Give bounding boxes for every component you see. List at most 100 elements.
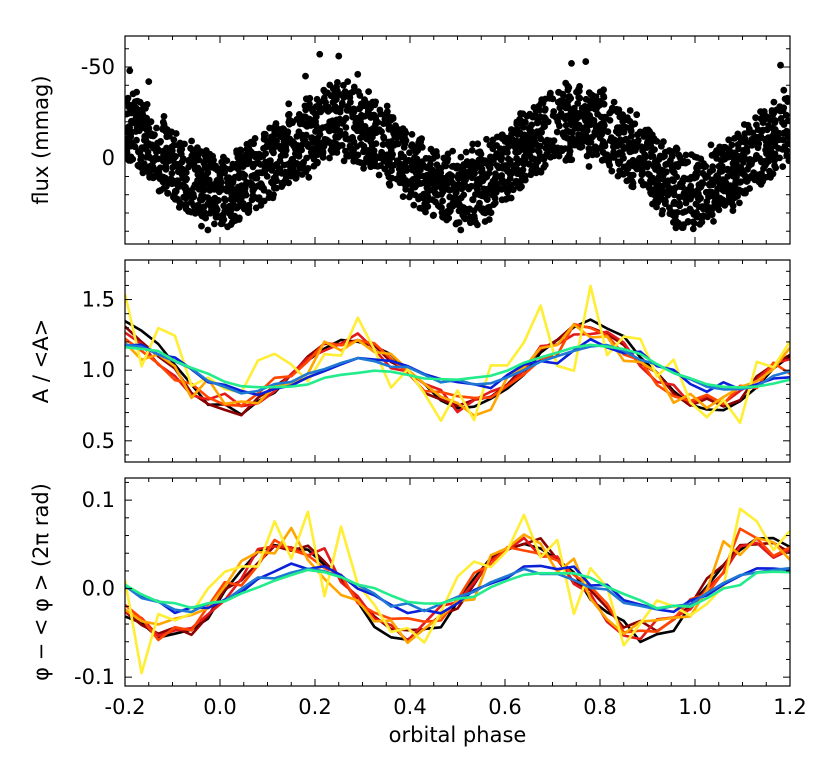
flux-point bbox=[660, 189, 667, 197]
flux-point bbox=[430, 211, 437, 219]
flux-point bbox=[283, 135, 291, 142]
flux-point bbox=[462, 148, 470, 156]
flux-point bbox=[696, 220, 704, 228]
flux-point bbox=[677, 180, 684, 188]
flux-point bbox=[448, 163, 456, 170]
flux-point bbox=[439, 197, 446, 205]
flux-point bbox=[725, 185, 733, 193]
flux-point bbox=[639, 181, 647, 189]
flux-point bbox=[512, 179, 520, 187]
flux-point bbox=[710, 218, 717, 225]
flux-point bbox=[634, 138, 641, 146]
flux-point bbox=[534, 131, 541, 139]
flux-point bbox=[507, 194, 515, 202]
flux-point bbox=[229, 163, 237, 171]
flux-point bbox=[249, 186, 257, 194]
flux-point bbox=[429, 186, 436, 194]
flux-point bbox=[666, 204, 673, 212]
flux-point bbox=[271, 162, 278, 170]
flux-point bbox=[467, 213, 474, 221]
flux-point bbox=[170, 142, 178, 149]
flux-point bbox=[486, 208, 494, 216]
flux-point bbox=[521, 137, 528, 145]
flux-point bbox=[302, 95, 310, 103]
flux-point bbox=[573, 124, 581, 132]
flux-point bbox=[332, 133, 339, 141]
flux-point bbox=[645, 183, 653, 191]
flux-point bbox=[199, 182, 207, 190]
x-tick-label: 0.0 bbox=[203, 695, 236, 719]
axes-frame bbox=[124, 259, 791, 463]
flux-point bbox=[199, 195, 206, 203]
flux-point bbox=[406, 149, 413, 157]
flux-point bbox=[703, 198, 711, 205]
flux-point bbox=[166, 146, 174, 154]
flux-point bbox=[361, 98, 369, 106]
flux-point bbox=[706, 191, 714, 199]
flux-point bbox=[579, 124, 587, 132]
flux-panel: -50 0 flux (mmag) bbox=[29, 35, 791, 245]
flux-point bbox=[779, 163, 787, 171]
x-tick-label: 1.2 bbox=[773, 695, 806, 719]
flux-point bbox=[166, 178, 174, 186]
flux-point bbox=[485, 216, 493, 223]
flux-point bbox=[443, 208, 451, 215]
flux-point bbox=[326, 118, 334, 126]
flux-point bbox=[689, 225, 697, 233]
y-axis-title: φ − < φ > (2π rad) bbox=[29, 483, 53, 681]
flux-point bbox=[198, 222, 205, 230]
flux-point bbox=[496, 145, 504, 153]
flux-point bbox=[407, 191, 414, 199]
flux-point bbox=[627, 148, 635, 155]
flux-point bbox=[723, 166, 731, 174]
flux-point bbox=[336, 106, 344, 113]
flux-point bbox=[732, 191, 740, 198]
flux-point bbox=[713, 147, 720, 155]
flux-point bbox=[216, 184, 224, 192]
flux-point bbox=[223, 157, 231, 165]
x-axis-title: orbital phase bbox=[389, 723, 527, 747]
flux-point bbox=[176, 199, 184, 206]
flux-point bbox=[250, 172, 257, 179]
flux-point bbox=[518, 157, 526, 165]
flux-point bbox=[492, 170, 499, 178]
flux-point bbox=[443, 176, 451, 184]
flux-point bbox=[442, 184, 449, 192]
flux-point bbox=[326, 127, 333, 135]
flux-point bbox=[665, 184, 673, 192]
flux-point bbox=[271, 128, 279, 136]
flux-point bbox=[286, 120, 293, 128]
flux-point bbox=[144, 131, 152, 139]
flux-point bbox=[514, 139, 521, 147]
flux-point bbox=[538, 153, 546, 161]
flux-point bbox=[320, 86, 328, 94]
flux-point bbox=[389, 115, 397, 122]
flux-point bbox=[569, 134, 577, 142]
flux-point bbox=[733, 160, 740, 168]
flux-point bbox=[201, 152, 209, 160]
flux-point bbox=[715, 206, 723, 214]
flux-point bbox=[266, 193, 274, 201]
flux-point bbox=[453, 219, 461, 227]
flux-point bbox=[697, 183, 705, 191]
flux-point bbox=[329, 85, 337, 93]
flux-point bbox=[133, 88, 141, 96]
flux-point bbox=[638, 143, 645, 151]
flux-point bbox=[239, 200, 247, 207]
flux-point bbox=[485, 161, 492, 169]
flux-point bbox=[451, 193, 459, 201]
flux-point bbox=[495, 164, 503, 172]
flux-point bbox=[501, 162, 509, 169]
flux-point bbox=[349, 88, 357, 96]
flux-point bbox=[582, 58, 590, 65]
flux-point bbox=[766, 134, 774, 142]
flux-point bbox=[684, 218, 692, 225]
flux-point bbox=[692, 173, 700, 181]
flux-point bbox=[194, 206, 202, 214]
flux-point bbox=[474, 140, 482, 148]
flux-point bbox=[132, 114, 140, 121]
flux-point bbox=[309, 117, 317, 125]
flux-point bbox=[276, 167, 283, 175]
flux-point bbox=[574, 100, 582, 107]
flux-point bbox=[129, 155, 137, 163]
